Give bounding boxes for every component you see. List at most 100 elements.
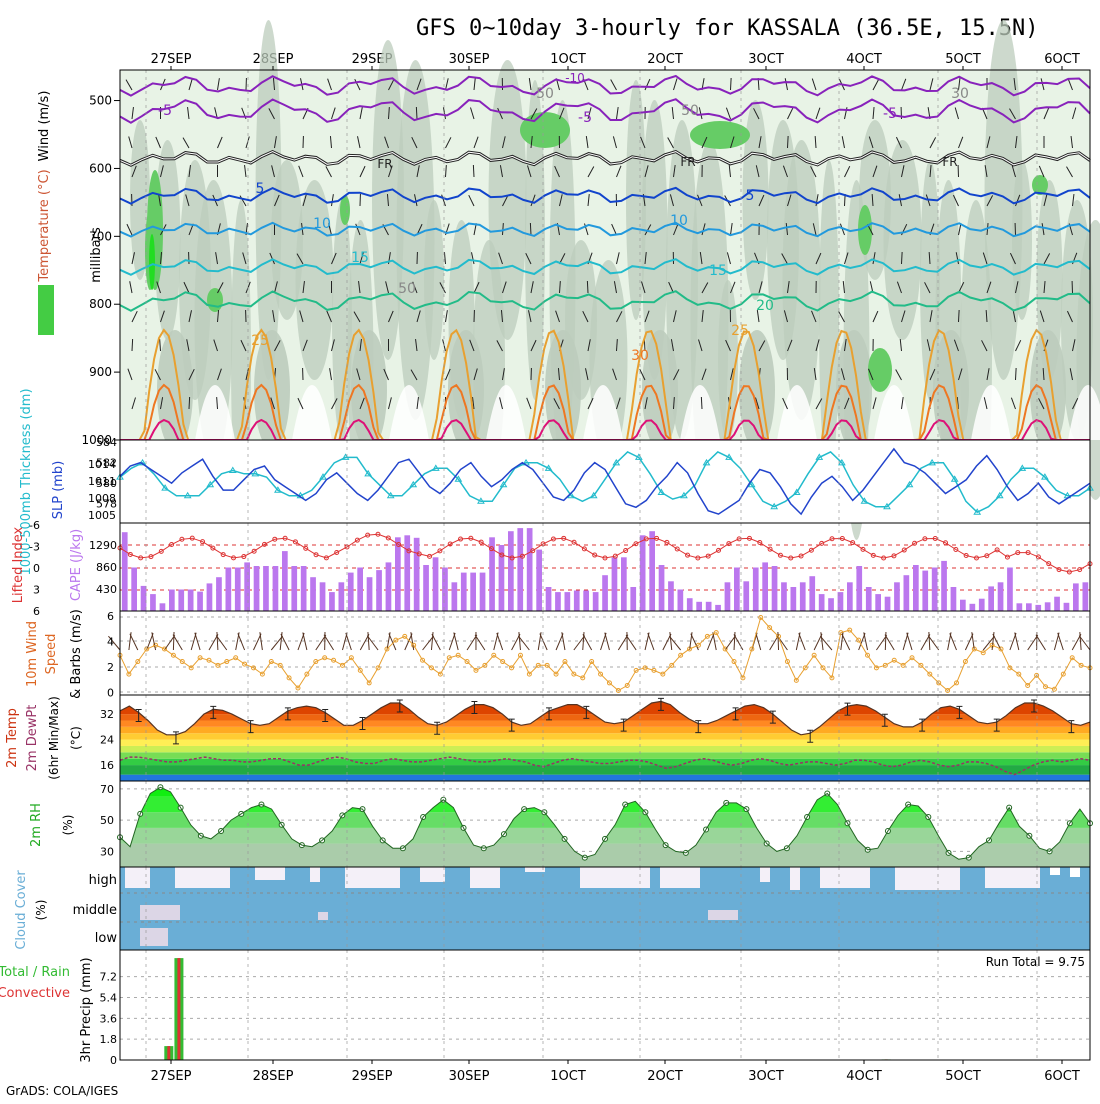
contour-label: 25: [251, 333, 269, 349]
high-cloud-gap: [255, 867, 285, 880]
wind-barb-10m: [799, 633, 805, 650]
rh-high-blob: [207, 288, 223, 312]
high-cloud-gap: [580, 867, 650, 888]
high-cloud-gap: [420, 867, 445, 882]
date-label-top: 1OCT: [550, 52, 586, 67]
cape-bar: [1007, 568, 1013, 612]
temp-axis-label: 2m Temp: [5, 708, 20, 768]
cape-bar: [809, 576, 815, 611]
cape-bar: [593, 592, 599, 611]
wind-barb-10m: [734, 634, 743, 650]
cape-bar: [301, 566, 307, 611]
high-cloud-gap: [125, 867, 150, 888]
wind-barb-10m: [238, 633, 245, 650]
cape-bar: [376, 570, 382, 611]
contour-label: FR: [680, 155, 695, 169]
cape-bar: [988, 586, 994, 611]
cape-bar: [706, 602, 712, 611]
contour-label: 5: [746, 188, 755, 204]
rh-tick-label: 50: [100, 814, 114, 827]
wind-barb: [587, 281, 588, 293]
precip-legend-convective: Convective: [0, 986, 70, 1001]
contour-label: 10: [670, 213, 688, 229]
cape-bar: [753, 568, 759, 612]
cape-bar: [197, 592, 203, 611]
li-axis-label: Lifted Index: [11, 526, 26, 603]
cape-bar: [1083, 582, 1089, 611]
cape-bar: [442, 568, 448, 612]
high-cloud-gap: [470, 867, 500, 888]
cape-bar: [404, 535, 410, 611]
wind-barb-10m: [648, 633, 654, 650]
cape-bar: [922, 571, 928, 611]
wind-barb: [701, 397, 702, 409]
cape-bar: [470, 573, 476, 611]
wind-barb: [902, 252, 903, 264]
cape-bar: [131, 568, 137, 612]
wind-barb-10m: [583, 634, 592, 650]
wind-barb-10m: [281, 634, 289, 650]
cape-bar: [904, 575, 910, 611]
run-total-label: Run Total = 9.75: [986, 955, 1085, 969]
high-cloud-gap: [760, 867, 770, 882]
wind-barb-10m: [778, 632, 779, 650]
date-label-top: 30SEP: [449, 52, 490, 67]
middle-cloud-gap: [708, 910, 738, 920]
wind-tick-label: 0: [107, 687, 114, 700]
cape-bar: [979, 599, 985, 611]
high-cloud-gap: [820, 867, 870, 888]
contour-label: 15: [351, 250, 369, 266]
rh-contour-fill: [296, 180, 334, 380]
wind-barb-10m: [411, 632, 414, 650]
date-label-bottom: 29SEP: [352, 1069, 393, 1084]
cape-bar: [565, 592, 571, 611]
cape-bar: [1064, 603, 1070, 611]
wind-barb: [189, 397, 190, 409]
contour-label: -5: [883, 106, 897, 122]
temp-axis-label: (6hr Min/Max): [47, 696, 61, 780]
panel-frame: [120, 950, 1090, 1060]
temp-band: [120, 740, 1090, 746]
high-cloud-gap: [175, 867, 230, 888]
cape-bar: [715, 605, 721, 611]
cloud-row-label: high: [89, 873, 117, 888]
cape-bar: [423, 565, 429, 611]
rh-high-blob: [1032, 175, 1048, 195]
high-cloud-gap: [345, 867, 400, 888]
wind-barb-10m: [618, 635, 628, 650]
cape-bar: [894, 582, 900, 611]
rh-contour-fill: [489, 60, 527, 340]
cape-bar: [678, 590, 684, 612]
cape-bar: [310, 577, 316, 611]
temp-axis-label: 2m DewPt: [25, 705, 40, 772]
rh-contour-fill: [424, 200, 444, 360]
cape-bar: [188, 590, 194, 612]
wind-barb: [731, 78, 732, 90]
cape-axis-label: CAPE (J/kg): [69, 529, 84, 601]
rh-axis-label: 2m RH: [29, 803, 44, 847]
pressure-tick-label: 600: [89, 161, 112, 175]
cape-tick-label: 1290: [89, 539, 117, 552]
cape-bar: [781, 582, 787, 611]
date-label-top: 2OCT: [647, 52, 683, 67]
cape-bar: [621, 557, 627, 611]
cape-tick-label: 860: [96, 561, 117, 574]
contour-label: -5: [578, 110, 592, 126]
cape-bar: [178, 590, 184, 612]
li-tick-label: 6: [33, 605, 40, 618]
high-cloud-gap: [1070, 867, 1080, 877]
cape-bar: [941, 561, 947, 611]
temp-tick-label: 24: [100, 734, 114, 747]
cape-bar: [612, 557, 618, 611]
cape-bar: [574, 591, 580, 612]
cape-bar: [762, 562, 768, 611]
cape-bar: [649, 531, 655, 611]
temp-bands: [120, 695, 1090, 781]
cape-bar: [960, 600, 966, 611]
contour-label: 10: [313, 216, 331, 232]
date-label-bottom: 27SEP: [151, 1069, 192, 1084]
precip-convective-bar: [167, 1046, 170, 1060]
wind-barb-10m: [173, 635, 182, 650]
high-cloud-gap: [660, 867, 700, 888]
